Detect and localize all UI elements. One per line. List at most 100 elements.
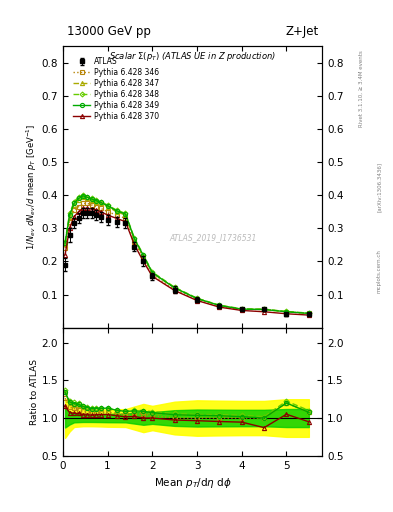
Pythia 6.428 346	[114, 212, 119, 218]
Pythia 6.428 370	[262, 309, 266, 315]
Pythia 6.428 370	[105, 212, 110, 218]
Pythia 6.428 348	[76, 194, 81, 200]
Pythia 6.428 346	[262, 306, 266, 312]
Pythia 6.428 347	[85, 196, 90, 202]
Pythia 6.428 347	[262, 306, 266, 312]
Pythia 6.428 346	[85, 200, 90, 206]
Pythia 6.428 370	[63, 252, 68, 258]
Pythia 6.428 349	[150, 270, 155, 276]
Pythia 6.428 348	[67, 210, 72, 217]
Pythia 6.428 370	[85, 205, 90, 211]
Pythia 6.428 346	[76, 204, 81, 210]
Pythia 6.428 346	[239, 306, 244, 312]
Pythia 6.428 370	[217, 304, 222, 310]
Pythia 6.428 347	[76, 197, 81, 203]
Pythia 6.428 346	[81, 200, 85, 206]
Pythia 6.428 370	[94, 207, 99, 213]
Pythia 6.428 370	[76, 209, 81, 215]
Pythia 6.428 349	[81, 193, 85, 199]
Y-axis label: $1/N_{ev}$ $dN_{ev}/d$ mean $p_T$ [GeV$^{-1}$]: $1/N_{ev}$ $dN_{ev}/d$ mean $p_T$ [GeV$^…	[24, 123, 39, 250]
Pythia 6.428 370	[81, 205, 85, 211]
Pythia 6.428 346	[284, 309, 289, 315]
Pythia 6.428 370	[150, 273, 155, 280]
Pythia 6.428 348	[85, 194, 90, 200]
Pythia 6.428 346	[307, 310, 311, 316]
Text: [arXiv:1306.3436]: [arXiv:1306.3436]	[377, 162, 382, 212]
Y-axis label: Ratio to ATLAS: Ratio to ATLAS	[29, 359, 39, 424]
Pythia 6.428 348	[105, 202, 110, 208]
Pythia 6.428 347	[172, 285, 177, 291]
Pythia 6.428 370	[307, 312, 311, 318]
Line: Pythia 6.428 346: Pythia 6.428 346	[63, 201, 311, 315]
Pythia 6.428 347	[239, 306, 244, 312]
Pythia 6.428 348	[63, 239, 68, 245]
Pythia 6.428 370	[90, 206, 94, 212]
Pythia 6.428 349	[63, 240, 68, 246]
Pythia 6.428 370	[72, 214, 76, 220]
Pythia 6.428 349	[217, 303, 222, 309]
Pythia 6.428 370	[114, 215, 119, 221]
Legend: ATLAS, Pythia 6.428 346, Pythia 6.428 347, Pythia 6.428 348, Pythia 6.428 349, P: ATLAS, Pythia 6.428 346, Pythia 6.428 34…	[72, 55, 161, 122]
Pythia 6.428 349	[262, 306, 266, 312]
Pythia 6.428 349	[85, 195, 90, 201]
Pythia 6.428 349	[94, 198, 99, 204]
Pythia 6.428 349	[172, 285, 177, 291]
Pythia 6.428 349	[90, 196, 94, 202]
Pythia 6.428 348	[195, 295, 199, 301]
Pythia 6.428 348	[72, 199, 76, 205]
Pythia 6.428 347	[132, 237, 137, 243]
Pythia 6.428 348	[81, 192, 85, 198]
Pythia 6.428 348	[262, 306, 266, 312]
X-axis label: Mean $p_T$/d$\eta$ d$\phi$: Mean $p_T$/d$\eta$ d$\phi$	[154, 476, 231, 490]
Pythia 6.428 348	[150, 269, 155, 275]
Pythia 6.428 347	[90, 197, 94, 203]
Line: Pythia 6.428 348: Pythia 6.428 348	[63, 194, 310, 315]
Pythia 6.428 348	[99, 199, 103, 205]
Pythia 6.428 347	[195, 295, 199, 302]
Pythia 6.428 346	[99, 205, 103, 211]
Pythia 6.428 370	[141, 259, 146, 265]
Pythia 6.428 370	[99, 209, 103, 215]
Pythia 6.428 347	[67, 214, 72, 220]
Pythia 6.428 348	[217, 302, 222, 308]
Line: Pythia 6.428 370: Pythia 6.428 370	[63, 206, 311, 317]
Pythia 6.428 346	[150, 271, 155, 278]
Pythia 6.428 349	[284, 309, 289, 315]
Pythia 6.428 349	[141, 252, 146, 259]
Pythia 6.428 349	[195, 295, 199, 302]
Text: Rivet 3.1.10, ≥ 3.4M events: Rivet 3.1.10, ≥ 3.4M events	[359, 50, 364, 126]
Pythia 6.428 347	[99, 200, 103, 206]
Pythia 6.428 349	[99, 199, 103, 205]
Pythia 6.428 348	[284, 308, 289, 314]
Pythia 6.428 346	[195, 296, 199, 303]
Pythia 6.428 349	[105, 203, 110, 209]
Pythia 6.428 348	[141, 252, 146, 258]
Pythia 6.428 370	[67, 225, 72, 231]
Pythia 6.428 348	[94, 197, 99, 203]
Pythia 6.428 347	[150, 270, 155, 276]
Pythia 6.428 370	[284, 311, 289, 317]
Pythia 6.428 346	[172, 287, 177, 293]
Pythia 6.428 349	[307, 310, 311, 316]
Text: 13000 GeV pp: 13000 GeV pp	[67, 26, 151, 38]
Pythia 6.428 347	[81, 194, 85, 200]
Pythia 6.428 370	[172, 288, 177, 294]
Pythia 6.428 346	[94, 204, 99, 210]
Pythia 6.428 346	[90, 202, 94, 208]
Line: Pythia 6.428 347: Pythia 6.428 347	[63, 195, 311, 315]
Line: Pythia 6.428 349: Pythia 6.428 349	[63, 194, 311, 315]
Pythia 6.428 346	[217, 303, 222, 309]
Pythia 6.428 348	[132, 235, 137, 241]
Pythia 6.428 347	[63, 240, 68, 246]
Pythia 6.428 346	[63, 245, 68, 251]
Pythia 6.428 370	[132, 242, 137, 248]
Pythia 6.428 346	[67, 219, 72, 225]
Pythia 6.428 349	[114, 208, 119, 214]
Pythia 6.428 349	[67, 212, 72, 218]
Pythia 6.428 349	[76, 196, 81, 202]
Pythia 6.428 370	[123, 219, 128, 225]
Pythia 6.428 346	[105, 209, 110, 215]
Pythia 6.428 349	[72, 200, 76, 206]
Pythia 6.428 349	[132, 236, 137, 242]
Pythia 6.428 347	[105, 204, 110, 210]
